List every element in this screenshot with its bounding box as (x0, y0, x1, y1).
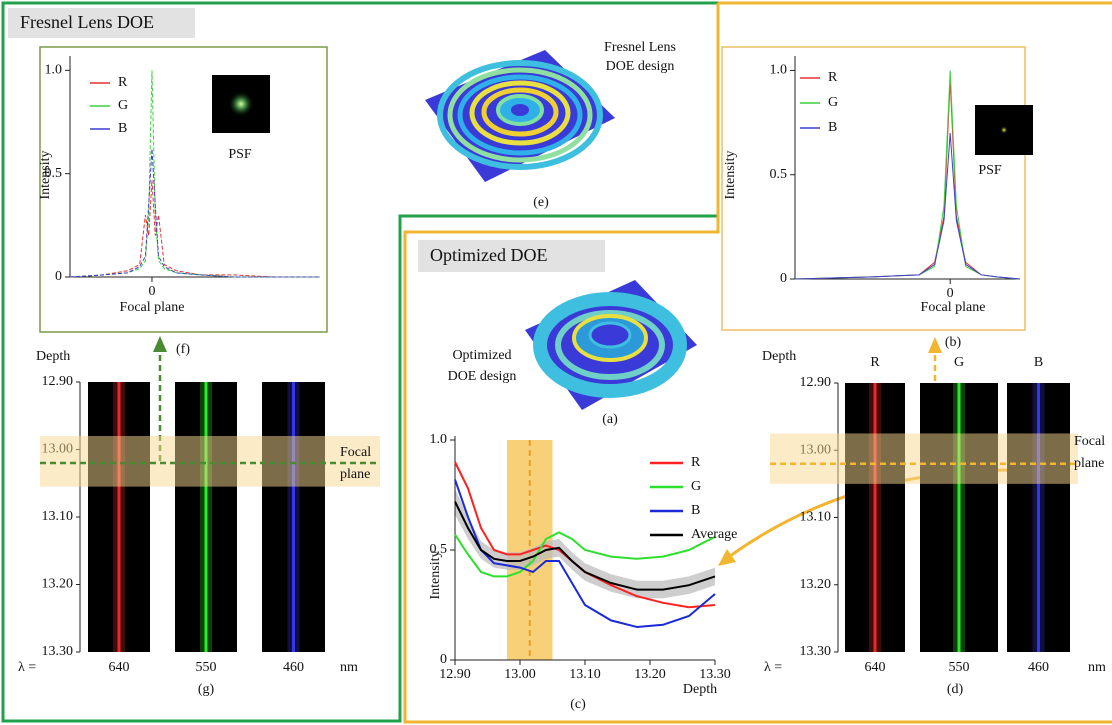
beam-core (292, 382, 295, 652)
y-tick-label: 1.0 (770, 63, 788, 78)
y-tick-label: 0 (55, 269, 62, 284)
depth-label: Depth (36, 349, 70, 364)
panel-label: (e) (533, 195, 549, 210)
legend-label: B (828, 120, 837, 135)
y-axis-label: Intensity (38, 151, 53, 200)
focal-band (40, 436, 380, 487)
legend-label: R (691, 455, 701, 470)
channel-label: R (870, 355, 880, 370)
legend-label: B (691, 503, 700, 518)
panel-label: (c) (570, 697, 586, 712)
y-tick-label: 0 (440, 652, 447, 667)
legend-label: G (691, 479, 701, 494)
legend-label: G (828, 95, 838, 110)
wavelength-label: 640 (109, 660, 130, 675)
x-tick-label: 13.20 (634, 667, 666, 682)
y-tick-label: 12.90 (800, 375, 832, 390)
legend-label: B (118, 121, 127, 136)
y-axis-label: Intensity (428, 551, 443, 600)
depth-label: Depth (762, 349, 796, 364)
legend-label: R (118, 75, 128, 90)
channel-label: G (954, 355, 964, 370)
y-tick-label: 13.30 (42, 644, 74, 659)
lambda-label: λ = (764, 660, 782, 675)
section-title: Optimized DOE (430, 245, 547, 265)
legend-label: R (828, 70, 838, 85)
unit-label: nm (340, 660, 358, 675)
beam-core (958, 383, 961, 652)
focal-label: plane (1074, 456, 1104, 471)
lambda-label: λ = (18, 660, 36, 675)
psf-spot (228, 91, 254, 117)
x-axis-label: Depth (683, 682, 717, 697)
x-tick-label: 13.10 (569, 667, 601, 682)
beam-core (1037, 383, 1040, 652)
y-tick-label: 1.0 (430, 432, 448, 447)
legend-label: G (118, 98, 128, 113)
x-tick-label: 12.90 (439, 667, 471, 682)
fresnel-design (425, 50, 615, 182)
wavelength-label: 640 (865, 660, 886, 675)
panel-frame (40, 47, 327, 332)
y-tick-label: 13.20 (42, 577, 74, 592)
y-tick-label: 13.30 (800, 644, 832, 659)
error-band (455, 488, 715, 598)
x-axis-label: Focal plane (921, 300, 986, 315)
channel-label: B (1034, 355, 1043, 370)
panel-frame (722, 47, 1025, 330)
inset-label: PSF (978, 163, 1002, 178)
x-tick-label: 13.00 (504, 667, 536, 682)
panel-label: (f) (176, 342, 190, 357)
design-caption: Fresnel Lens (604, 40, 676, 55)
x-tick-label: 0 (148, 284, 155, 299)
section-title: Fresnel Lens DOE (20, 12, 154, 32)
wavelength-label: 550 (196, 660, 217, 675)
legend-label: Average (691, 527, 737, 542)
y-tick-label: 13.10 (42, 509, 74, 524)
figure: Fresnel Lens DOE Optimized DOE Fresnel L… (0, 0, 1112, 725)
focal-label: Focal (340, 445, 371, 460)
y-tick-label: 12.90 (42, 374, 74, 389)
wavelength-label: 550 (949, 660, 970, 675)
beam-core (205, 382, 208, 652)
beam-core (118, 382, 121, 652)
psf-spot (1000, 126, 1008, 134)
optimized-design (525, 280, 697, 410)
x-axis-label: Focal plane (120, 300, 185, 315)
wavelength-label: 460 (1028, 660, 1049, 675)
focal-label: plane (340, 467, 370, 482)
x-tick-label: 0 (947, 286, 954, 301)
focal-label: Focal (1074, 434, 1105, 449)
y-tick-label: 1.0 (45, 63, 63, 78)
design-caption: DOE design (448, 369, 517, 384)
unit-label: nm (1088, 660, 1106, 675)
panel-label: (b) (945, 335, 962, 350)
y-axis-label: Intensity (723, 151, 738, 200)
beam-core (874, 383, 877, 652)
panel-label: (g) (198, 682, 215, 697)
inset-label: PSF (228, 147, 252, 162)
design-caption: DOE design (606, 59, 675, 74)
panel-label: (a) (602, 412, 618, 427)
panel-label: (d) (947, 682, 964, 697)
y-tick-label: 0.5 (770, 167, 788, 182)
y-tick-label: 13.20 (800, 577, 832, 592)
focal-band (770, 433, 1078, 483)
y-tick-label: 0 (780, 271, 787, 286)
x-tick-label: 13.30 (699, 667, 731, 682)
y-tick-label: 13.10 (800, 510, 832, 525)
design-caption: Optimized (452, 348, 511, 363)
wavelength-label: 460 (283, 660, 304, 675)
